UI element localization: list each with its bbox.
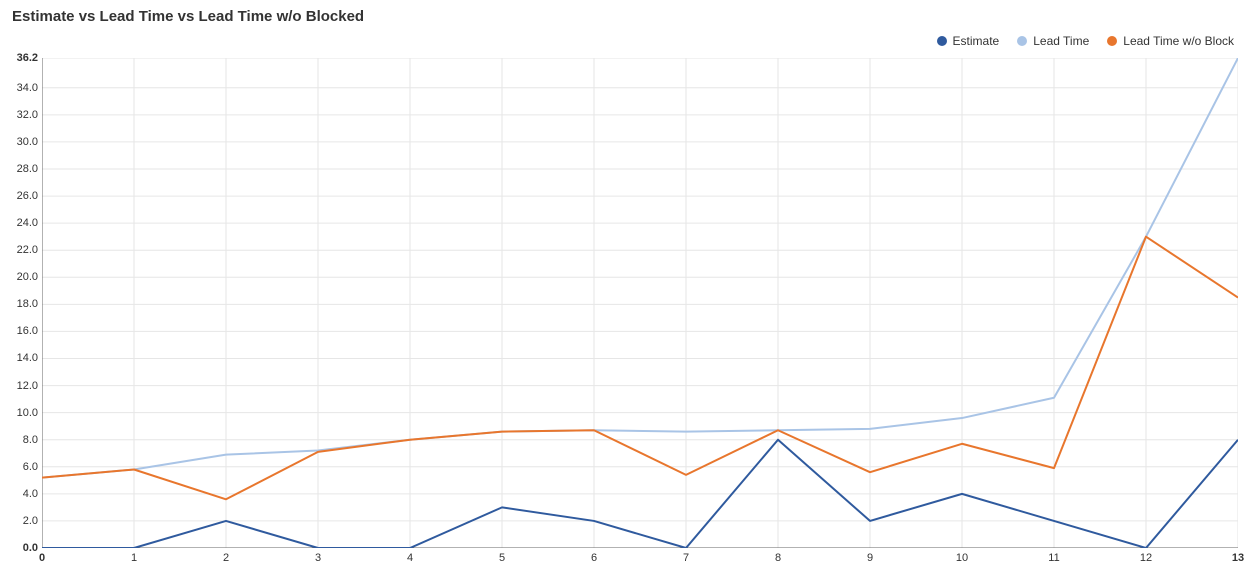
series-line — [42, 237, 1238, 500]
x-tick-label: 1 — [119, 552, 149, 564]
legend-item-leadtime-noblock: Lead Time w/o Block — [1107, 34, 1234, 48]
x-tick-label: 10 — [947, 552, 977, 564]
x-tick-label: 8 — [763, 552, 793, 564]
x-tick-label: 11 — [1039, 552, 1069, 564]
legend-swatch — [937, 36, 947, 46]
y-tick-label: 14.0 — [8, 352, 38, 364]
y-tick-label: 10.0 — [8, 407, 38, 419]
y-tick-label: 22.0 — [8, 244, 38, 256]
x-tick-label: 13 — [1223, 552, 1253, 564]
chart-svg — [42, 58, 1238, 548]
legend: Estimate Lead Time Lead Time w/o Block — [937, 34, 1234, 48]
legend-swatch — [1017, 36, 1027, 46]
legend-swatch — [1107, 36, 1117, 46]
y-tick-label: 36.2 — [8, 52, 38, 64]
y-tick-label: 8.0 — [8, 434, 38, 446]
y-tick-label: 12.0 — [8, 380, 38, 392]
legend-item-leadtime: Lead Time — [1017, 34, 1089, 48]
legend-label: Lead Time w/o Block — [1123, 34, 1234, 48]
legend-label: Estimate — [953, 34, 1000, 48]
y-tick-label: 20.0 — [8, 271, 38, 283]
y-tick-label: 6.0 — [8, 461, 38, 473]
y-tick-label: 28.0 — [8, 163, 38, 175]
x-tick-label: 3 — [303, 552, 333, 564]
x-tick-label: 7 — [671, 552, 701, 564]
series-line — [42, 58, 1238, 478]
x-tick-label: 9 — [855, 552, 885, 564]
x-tick-label: 12 — [1131, 552, 1161, 564]
x-tick-label: 5 — [487, 552, 517, 564]
x-tick-label: 4 — [395, 552, 425, 564]
chart-title: Estimate vs Lead Time vs Lead Time w/o B… — [12, 8, 364, 25]
chart-container: Estimate vs Lead Time vs Lead Time w/o B… — [0, 0, 1254, 572]
y-tick-label: 32.0 — [8, 109, 38, 121]
y-tick-label: 24.0 — [8, 217, 38, 229]
x-tick-label: 0 — [27, 552, 57, 564]
y-tick-label: 2.0 — [8, 515, 38, 527]
legend-label: Lead Time — [1033, 34, 1089, 48]
legend-item-estimate: Estimate — [937, 34, 1000, 48]
y-tick-label: 16.0 — [8, 325, 38, 337]
y-tick-label: 26.0 — [8, 190, 38, 202]
y-tick-label: 18.0 — [8, 298, 38, 310]
plot-area — [42, 58, 1238, 548]
x-tick-label: 2 — [211, 552, 241, 564]
y-tick-label: 34.0 — [8, 82, 38, 94]
y-tick-label: 4.0 — [8, 488, 38, 500]
x-tick-label: 6 — [579, 552, 609, 564]
y-tick-label: 30.0 — [8, 136, 38, 148]
